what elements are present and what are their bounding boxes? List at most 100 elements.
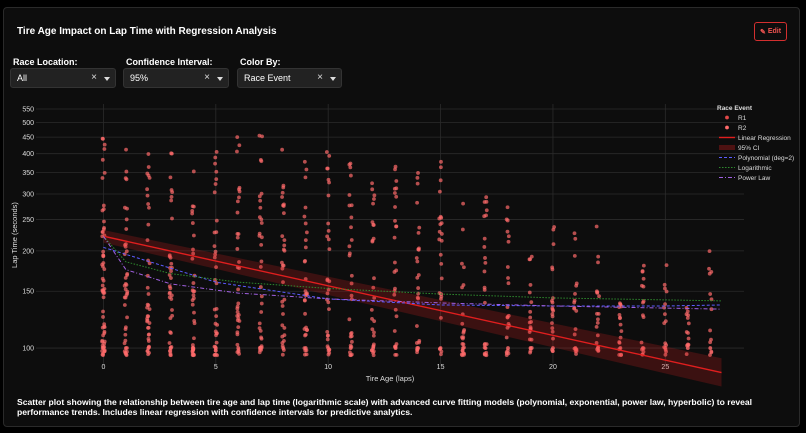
color-by-select[interactable]: Race Event × (237, 68, 342, 88)
legend-marker-r2 (725, 125, 729, 130)
y-tick-label: 100 (22, 346, 34, 353)
chevron-down-icon[interactable] (104, 77, 110, 81)
data-point (663, 286, 667, 291)
y-tick-label: 400 (22, 151, 34, 158)
data-point (461, 283, 466, 287)
data-point (212, 190, 217, 195)
data-point (214, 314, 219, 318)
data-point (213, 346, 218, 350)
data-point (663, 346, 668, 350)
chevron-down-icon[interactable] (330, 77, 336, 81)
data-point (169, 198, 174, 203)
data-point (394, 314, 399, 319)
scatter-points (100, 133, 714, 358)
data-point (325, 278, 330, 283)
data-point (370, 239, 375, 244)
data-point (349, 273, 354, 278)
data-point (415, 181, 420, 186)
data-point (235, 235, 240, 240)
data-point (349, 352, 354, 357)
data-point (348, 161, 353, 166)
race-location-select[interactable]: All × (10, 68, 116, 88)
data-point (349, 331, 353, 336)
data-point (303, 346, 308, 350)
data-point (102, 147, 107, 151)
data-point (349, 225, 353, 230)
data-point (325, 330, 330, 334)
data-point (235, 247, 240, 251)
data-point (281, 185, 286, 190)
data-point (461, 346, 465, 350)
legend-title: Race Event (717, 105, 753, 112)
confidence-interval-select[interactable]: 95% × (123, 68, 229, 88)
clear-icon[interactable]: × (91, 72, 97, 83)
legend-label-power-law: Power Law (738, 175, 770, 182)
data-point (527, 320, 532, 325)
data-point (416, 171, 420, 175)
data-point (101, 136, 105, 141)
x-tick-label: 20 (549, 364, 557, 371)
data-point (147, 307, 152, 312)
data-point (506, 239, 511, 244)
y-tick-label: 200 (22, 248, 34, 255)
data-point (170, 308, 174, 312)
data-point (686, 336, 691, 341)
data-point (101, 315, 105, 319)
data-point (214, 218, 219, 223)
data-point (125, 206, 129, 211)
data-point (550, 321, 554, 326)
data-point (347, 244, 352, 249)
data-point (574, 352, 578, 356)
data-point (303, 175, 308, 180)
data-point (572, 300, 577, 305)
data-point (235, 135, 240, 140)
legend-label-linear-regression: Linear Regression (738, 135, 791, 142)
legend-label-polynomial-deg-2-: Polynomial (deg=2) (738, 155, 794, 162)
edit-button[interactable]: ✎ Edit (754, 22, 787, 41)
data-point (281, 280, 285, 285)
data-point (618, 322, 623, 327)
clear-icon[interactable]: × (317, 72, 323, 83)
data-point (237, 260, 241, 264)
data-point (349, 281, 354, 286)
data-point (147, 175, 152, 180)
data-point (214, 265, 218, 270)
data-point (506, 276, 510, 280)
data-point (259, 310, 264, 314)
data-point (213, 252, 218, 257)
y-tick-label: 250 (22, 217, 34, 224)
data-point (372, 295, 377, 300)
data-point (280, 195, 284, 199)
data-point (302, 298, 307, 303)
clear-icon[interactable]: × (204, 72, 210, 83)
confidence-interval-label: Confidence Interval: (126, 57, 213, 67)
data-point (192, 336, 196, 341)
data-point (280, 234, 285, 239)
data-point (147, 321, 152, 325)
data-point (482, 285, 487, 290)
data-point (551, 346, 555, 350)
data-point (101, 309, 105, 314)
data-point (212, 307, 217, 312)
data-point (460, 321, 465, 326)
data-point (597, 294, 601, 299)
data-point (596, 260, 600, 265)
data-point (325, 337, 330, 342)
data-point (684, 352, 689, 356)
data-point (191, 251, 196, 256)
data-point (371, 201, 375, 206)
data-point (708, 328, 712, 333)
data-point (641, 263, 646, 268)
y-tick-label: 550 (22, 107, 34, 114)
data-point (100, 349, 105, 353)
data-point (350, 339, 354, 344)
y-axis-label: Lap Time (seconds) (10, 202, 19, 268)
chevron-down-icon[interactable] (217, 77, 223, 81)
data-point (416, 273, 421, 277)
data-point (235, 342, 240, 347)
data-point (146, 152, 151, 156)
data-point (326, 193, 331, 198)
data-point (260, 134, 264, 139)
data-point (709, 337, 713, 342)
data-point (259, 335, 263, 340)
